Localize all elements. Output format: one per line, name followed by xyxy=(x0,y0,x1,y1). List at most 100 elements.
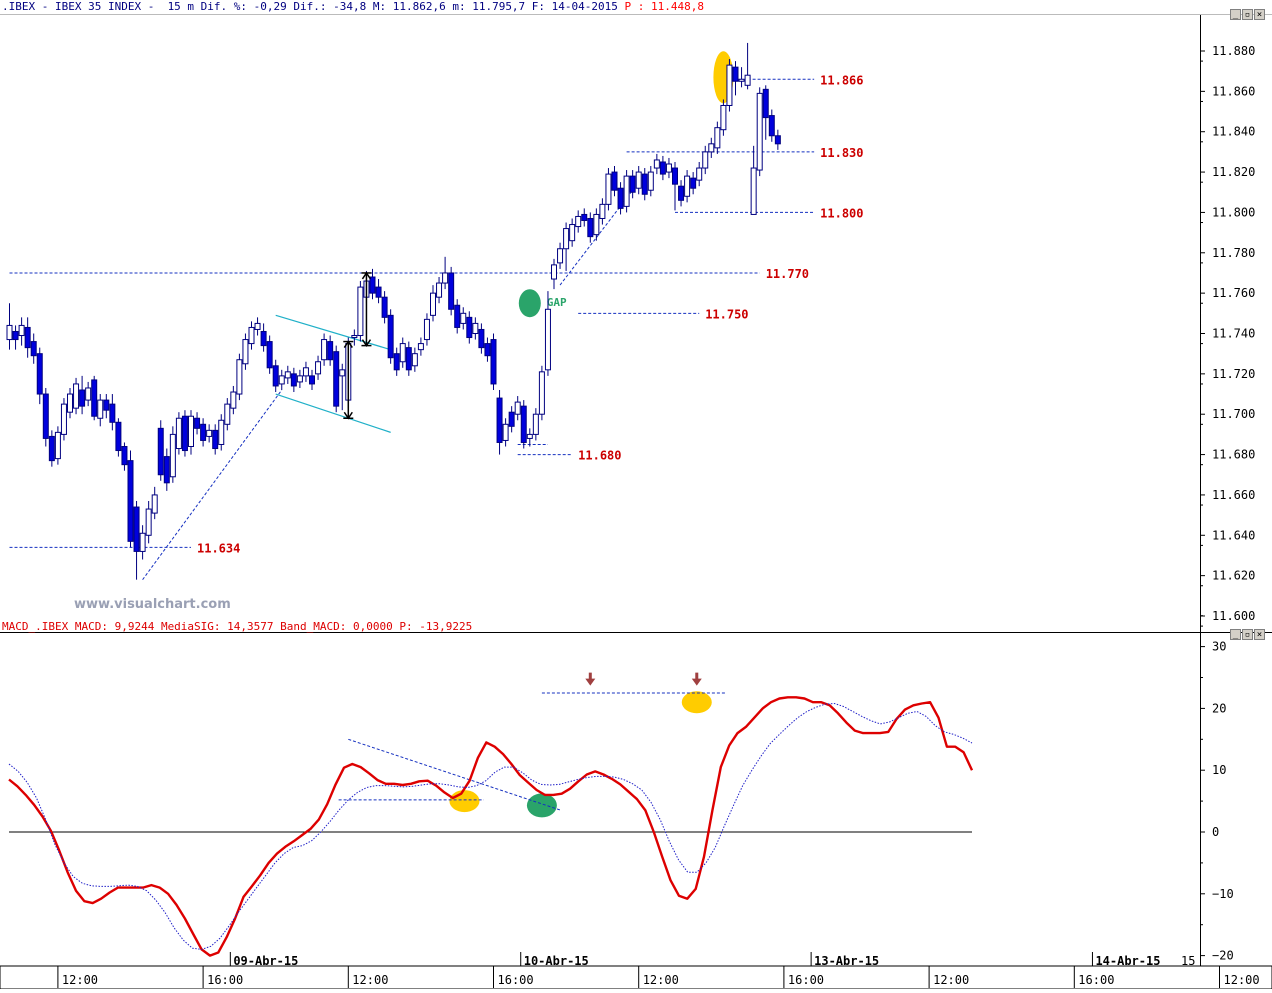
candle-body xyxy=(599,203,606,219)
close-button[interactable]: × xyxy=(1254,9,1265,20)
candle-body xyxy=(218,419,225,445)
candle-body xyxy=(726,64,733,106)
level-label: 11.866 xyxy=(820,73,863,87)
time-axis-labels: 12:00 16:00 12:00 16:00 12:00 16:00 12:00 16:00… xyxy=(57,952,1260,988)
candles xyxy=(6,42,781,580)
channel-line xyxy=(275,314,391,351)
candle-body xyxy=(151,494,158,514)
candle xyxy=(405,341,412,376)
macd-minimize-button[interactable]: _ xyxy=(1230,629,1241,640)
candle-body xyxy=(563,228,570,250)
candle xyxy=(684,170,691,203)
candle-body xyxy=(690,177,697,189)
candle xyxy=(581,208,588,227)
level-label: 11.750 xyxy=(705,307,748,321)
candle xyxy=(157,420,164,481)
candle xyxy=(696,161,703,187)
candle-body xyxy=(665,163,672,173)
candle xyxy=(278,369,285,390)
candle-body xyxy=(551,264,557,280)
candle-body xyxy=(115,421,122,452)
candle xyxy=(762,85,769,140)
candle xyxy=(200,418,207,447)
candle xyxy=(623,170,630,213)
candle-body xyxy=(393,353,400,371)
candle xyxy=(60,398,67,441)
gap-label: GAP xyxy=(547,296,567,309)
candle xyxy=(212,424,219,455)
macd-close-button[interactable]: × xyxy=(1254,629,1265,640)
candle-body xyxy=(575,215,582,228)
candle xyxy=(738,67,745,88)
candle xyxy=(448,266,455,316)
time-tick-label: 16:00 xyxy=(1078,973,1114,987)
price-y-tick-label: 11.760 xyxy=(1212,286,1255,300)
candle xyxy=(169,426,176,483)
candle xyxy=(115,418,122,457)
candle xyxy=(672,161,678,211)
candle xyxy=(557,242,564,269)
minimize-button[interactable]: _ xyxy=(1230,9,1241,20)
candle xyxy=(647,166,654,197)
measure-arrow-head xyxy=(343,411,353,420)
price-y-tick-label: 11.640 xyxy=(1212,528,1255,542)
candle-body xyxy=(73,383,80,409)
candle xyxy=(387,309,394,364)
candle-body xyxy=(423,318,430,341)
candle xyxy=(423,313,430,346)
macd-restore-button[interactable]: ▫ xyxy=(1242,629,1253,640)
macd-divergence-line xyxy=(348,738,562,811)
candle xyxy=(369,268,376,300)
candle xyxy=(139,525,146,560)
macd-window-buttons: _ ▫ × xyxy=(1229,622,1265,640)
candle-body xyxy=(448,272,455,310)
candle-body xyxy=(581,213,588,221)
level-label: 11.634 xyxy=(197,541,240,555)
candle xyxy=(175,412,182,455)
date-label: 14-Abr-15 xyxy=(1095,954,1160,968)
candle-body xyxy=(381,296,388,318)
candle xyxy=(605,168,612,211)
macd-y-tick-label: 20 xyxy=(1212,701,1226,715)
candle-body xyxy=(375,286,382,298)
candle xyxy=(79,375,86,415)
candle-body xyxy=(520,405,527,443)
candle-body xyxy=(188,415,194,448)
candle xyxy=(163,448,170,491)
candle xyxy=(502,418,509,447)
time-tick-label: 16:00 xyxy=(788,973,824,987)
level-label: 11.800 xyxy=(820,206,863,220)
candle-body xyxy=(351,335,358,339)
candle xyxy=(54,426,61,465)
candle-body xyxy=(641,173,648,195)
candle-body xyxy=(260,330,267,347)
time-edge-label: 15 xyxy=(1181,954,1195,968)
candle-body xyxy=(466,316,473,339)
candle xyxy=(188,410,194,455)
candle xyxy=(514,396,521,421)
candle xyxy=(399,337,406,368)
candle xyxy=(768,109,775,142)
candle xyxy=(266,335,273,374)
candle-body xyxy=(48,435,55,462)
candle xyxy=(750,145,757,215)
candle xyxy=(544,291,551,376)
macd-y-tick-label: −10 xyxy=(1212,887,1234,901)
candle-body xyxy=(224,403,231,425)
candle-body xyxy=(714,127,721,149)
candle xyxy=(85,381,92,407)
candle xyxy=(339,363,346,411)
candle xyxy=(133,500,140,580)
candle-body xyxy=(514,401,521,415)
candle xyxy=(599,198,606,225)
candle xyxy=(436,277,443,304)
restore-button[interactable]: ▫ xyxy=(1242,9,1253,20)
watermark: www.visualchart.com xyxy=(74,597,231,612)
candle xyxy=(756,87,763,177)
candle-body xyxy=(684,175,691,197)
candle-body xyxy=(587,217,594,238)
candle-body xyxy=(411,353,418,367)
candle xyxy=(73,377,80,415)
